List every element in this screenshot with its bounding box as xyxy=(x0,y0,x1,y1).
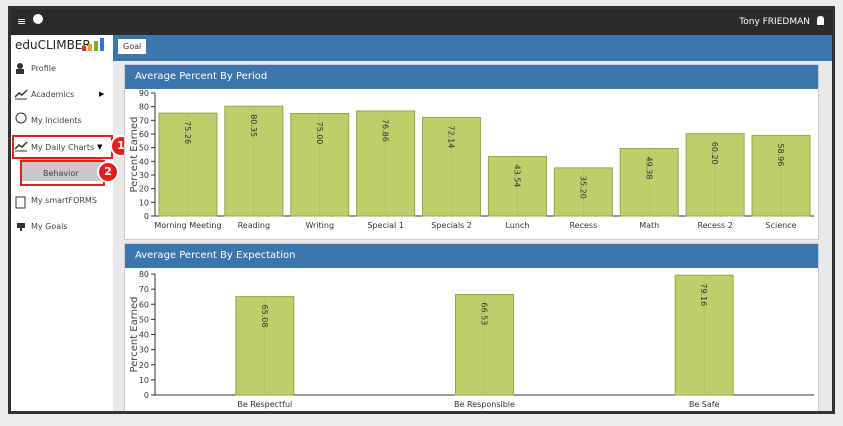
chart: Percent Earned 0 10 20 30 40 50 60 70 80 90 Morning… xyxy=(129,89,814,230)
x-tick-label: Writing xyxy=(305,221,334,230)
top-bar: ≡ Tony FRIEDMAN xyxy=(11,9,832,35)
x-tick-label: Science xyxy=(766,221,797,230)
user-icon xyxy=(817,16,824,25)
value-label: 35.20 xyxy=(578,176,587,199)
value-label: 65.08 xyxy=(260,305,269,328)
x-tick-label: Specials 2 xyxy=(431,221,472,230)
y-tick-label: 60 xyxy=(139,300,149,309)
chevron: ▶ xyxy=(99,90,105,98)
y-tick-label: 80 xyxy=(139,103,149,112)
menu-item[interactable]: My Incidents xyxy=(31,116,82,125)
panel-title: Average Percent By Expectation xyxy=(125,244,818,268)
x-tick-label: Reading xyxy=(238,221,270,230)
value-label: 75.00 xyxy=(315,122,324,145)
x-tick-label: Special 1 xyxy=(367,221,403,230)
menu-item[interactable]: Profile xyxy=(31,64,56,73)
active-item-bg xyxy=(21,159,103,181)
chart-panel: Average Percent By Expectation Percent E… xyxy=(124,243,819,411)
chart-panel: Average Percent By Period Percent Earned… xyxy=(124,64,819,240)
menu-icons xyxy=(14,63,28,231)
y-tick-label: 80 xyxy=(139,270,149,279)
x-tick-label: Math xyxy=(639,221,659,230)
logo-icon xyxy=(82,38,104,51)
value-label: 43.54 xyxy=(512,164,521,187)
y-tick-label: 50 xyxy=(139,144,149,153)
y-tick-label: 30 xyxy=(139,346,149,355)
x-tick-label: Be Safe xyxy=(689,400,720,409)
sidebar: eduCLIMBER Profile Academics ▶ My Incide… xyxy=(11,35,113,411)
y-tick-label: 0 xyxy=(144,391,149,400)
menu-item[interactable]: My smartFORMS xyxy=(31,196,97,205)
menu-item[interactable]: My Goals xyxy=(31,222,68,231)
value-label: 58.96 xyxy=(776,143,785,166)
value-label: 75.26 xyxy=(183,121,192,144)
menu-icon[interactable]: ≡ xyxy=(17,15,27,28)
y-tick-label: 10 xyxy=(139,376,149,385)
x-tick-label: Be Respectful xyxy=(237,400,292,409)
chart: Percent Earned 0 10 20 30 40 50 60 70 80 Be Respec… xyxy=(129,270,814,409)
value-label: 80.35 xyxy=(249,114,258,137)
user-name[interactable]: Tony FRIEDMAN xyxy=(739,17,810,27)
y-tick-label: 0 xyxy=(144,212,149,221)
panel-title: Average Percent By Period xyxy=(125,65,818,89)
y-tick-label: 20 xyxy=(139,185,149,194)
y-tick-label: 90 xyxy=(139,89,149,98)
y-tick-label: 70 xyxy=(139,116,149,125)
info-icon[interactable] xyxy=(33,14,43,24)
value-label: 72.14 xyxy=(447,125,456,148)
menu-item[interactable]: My Daily Charts xyxy=(31,143,95,152)
y-tick-label: 60 xyxy=(139,130,149,139)
y-axis-label: Percent Earned xyxy=(129,296,140,372)
menu-item[interactable]: Behavior xyxy=(43,169,79,178)
x-tick-label: Recess 2 xyxy=(697,221,732,230)
y-tick-label: 70 xyxy=(139,285,149,294)
value-label: 60.20 xyxy=(710,142,719,165)
chevron: ▼ xyxy=(97,143,103,151)
y-tick-label: 50 xyxy=(139,315,149,324)
x-tick-label: Morning Meeting xyxy=(154,221,221,230)
x-tick-label: Lunch xyxy=(505,221,529,230)
y-tick-label: 40 xyxy=(139,157,149,166)
value-label: 76.86 xyxy=(381,119,390,142)
x-tick-label: Be Responsible xyxy=(454,400,515,409)
highlight-box xyxy=(12,135,113,159)
value-label: 79.16 xyxy=(699,283,708,306)
logo: eduCLIMBER xyxy=(15,38,91,52)
tab-bar: Goal xyxy=(113,35,832,61)
menu-item[interactable]: Academics xyxy=(31,90,75,99)
highlight-box xyxy=(20,160,105,186)
value-label: 66.53 xyxy=(480,302,489,325)
tab[interactable]: Goal xyxy=(118,39,147,54)
value-label: 49.38 xyxy=(644,157,653,180)
y-tick-label: 10 xyxy=(139,198,149,207)
y-tick-label: 20 xyxy=(139,361,149,370)
x-tick-label: Recess xyxy=(569,221,597,230)
callout: 2 xyxy=(97,161,119,183)
y-tick-label: 30 xyxy=(139,171,149,180)
window: ≡ Tony FRIEDMAN eduCLIMBER Profile Acade… xyxy=(8,6,835,414)
y-tick-label: 40 xyxy=(139,331,149,340)
y-axis-label: Percent Earned xyxy=(129,116,140,192)
